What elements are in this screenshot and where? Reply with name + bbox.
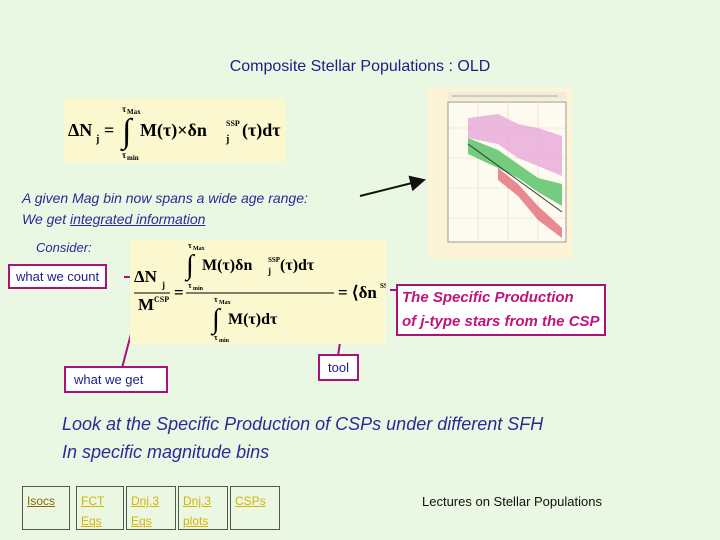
csp-plot-image xyxy=(428,88,572,258)
csp-plot xyxy=(447,92,567,243)
arrow-to-plot xyxy=(359,175,426,197)
equation-csp: ΔN j M CSP = τ Max ∫ τ min M(τ)δn SSP j (τ… xyxy=(134,241,393,344)
age-range-prefix: We get xyxy=(22,211,70,227)
page-title: Composite Stellar Populations : OLD xyxy=(229,58,491,75)
svg-text:∫: ∫ xyxy=(184,250,196,282)
svg-text:τ: τ xyxy=(122,150,127,160)
svg-text:j: j xyxy=(267,266,271,276)
look-line1: Look at the Specific Production of CSPs … xyxy=(62,414,544,434)
svg-text:= ⟨δn: = ⟨δn xyxy=(338,283,377,302)
equation-csp-box: ΔN j M CSP = τ Max ∫ τ min M(τ)δn SSP j (τ… xyxy=(130,240,393,344)
nav-button-dnj3-plots[interactable]: Dnj.3 plots xyxy=(178,486,228,530)
what-we-count-label: what we count xyxy=(8,264,108,289)
svg-text:Max: Max xyxy=(219,300,231,306)
age-range-line2: We get integrated information xyxy=(22,209,308,230)
svg-text:=: = xyxy=(104,120,114,140)
age-range-text: A given Mag bin now spans a wide age ran… xyxy=(22,188,308,230)
svg-text:∫: ∫ xyxy=(210,304,222,336)
look-at-text: Look at the Specific Production of CSPs … xyxy=(62,410,543,466)
svg-text:CSP: CSP xyxy=(154,295,169,304)
nav-label: Dnj.3 xyxy=(183,494,212,508)
svg-text:M(τ)×δn: M(τ)×δn xyxy=(140,120,207,141)
svg-text:SSP: SSP xyxy=(268,256,281,264)
nav-button-csps[interactable]: CSPs xyxy=(230,486,280,530)
equation-delta-n: ΔN j = τ Max ∫ τ min M(τ)×δn SSP j (τ)dτ xyxy=(68,104,281,162)
svg-text:τ: τ xyxy=(188,241,192,250)
svg-text:M: M xyxy=(138,295,154,314)
svg-text:ΔN: ΔN xyxy=(134,267,158,286)
what-we-get-label: what we get xyxy=(64,366,168,393)
nav-label: Isocs xyxy=(27,494,56,508)
specific-production-box: The Specific Production of j-type stars … xyxy=(396,284,606,336)
svg-text:(τ)dτ: (τ)dτ xyxy=(280,257,315,274)
svg-text:j: j xyxy=(161,280,165,290)
svg-text:j: j xyxy=(95,134,99,145)
nav-button-dnj3-eqs[interactable]: Dnj.3 Eqs xyxy=(126,486,176,530)
nav-button-isocs[interactable]: Isocs xyxy=(22,486,70,530)
svg-text:min: min xyxy=(219,338,230,344)
svg-text:min: min xyxy=(193,286,204,292)
nav-label: Dnj.3 xyxy=(131,494,160,508)
nav-label: Eqs xyxy=(81,514,102,528)
svg-text:=: = xyxy=(174,283,184,302)
specific-production-line2: of j-type stars from the CSP xyxy=(402,313,600,330)
tool-label: tool xyxy=(318,354,359,381)
age-range-line1: A given Mag bin now spans a wide age ran… xyxy=(22,190,308,206)
svg-text:τ: τ xyxy=(214,333,218,342)
specific-production-line1: The Specific Production xyxy=(402,289,574,306)
consider-label: Consider: xyxy=(36,240,92,255)
nav-button-fct-eqs[interactable]: FCT Eqs xyxy=(76,486,124,530)
equation-delta-n-box: ΔN j = τ Max ∫ τ min M(τ)×δn SSP j (τ)dτ xyxy=(64,98,286,162)
svg-text:Max: Max xyxy=(193,246,205,252)
svg-text:τ: τ xyxy=(122,104,127,114)
svg-text:∫: ∫ xyxy=(120,113,134,152)
integrated-information-link[interactable]: integrated information xyxy=(70,211,206,227)
nav-label: FCT xyxy=(81,494,105,508)
svg-text:τ: τ xyxy=(188,281,192,290)
svg-text:Max: Max xyxy=(127,108,141,116)
nav-label: CSPs xyxy=(235,494,266,508)
nav-label: plots xyxy=(183,514,209,528)
nav-label: Eqs xyxy=(131,514,152,528)
svg-text:ΔN: ΔN xyxy=(68,120,92,140)
svg-text:j: j xyxy=(225,134,229,145)
look-line2: In specific magnitude bins xyxy=(62,442,270,462)
svg-text:M(τ)δn: M(τ)δn xyxy=(202,257,252,274)
footer-text: Lectures on Stellar Populations xyxy=(422,494,602,509)
svg-text:SSP: SSP xyxy=(380,282,386,290)
svg-text:M(τ)dτ: M(τ)dτ xyxy=(228,311,278,328)
svg-text:min: min xyxy=(127,154,139,162)
svg-text:(τ)dτ: (τ)dτ xyxy=(242,120,281,141)
svg-text:SSP: SSP xyxy=(226,119,240,128)
svg-text:τ: τ xyxy=(214,295,218,304)
